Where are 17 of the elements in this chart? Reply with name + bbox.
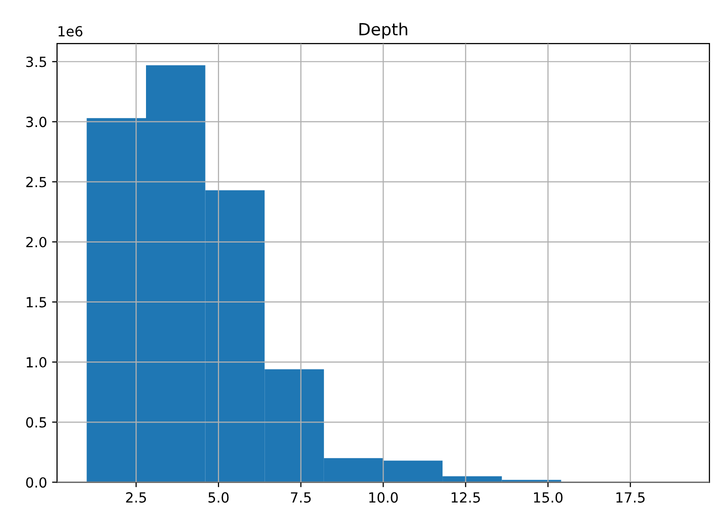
y-tick-label: 1.0 [26, 357, 46, 368]
y-tick-label: 3.0 [26, 116, 46, 128]
x-tick-label: 2.5 [126, 492, 146, 503]
x-tick-label: 17.5 [616, 492, 645, 503]
x-tick-label: 15.0 [534, 492, 563, 503]
chart-title: Depth [359, 22, 408, 39]
y-tick-label: 0.5 [26, 417, 46, 428]
x-tick-label: 10.0 [369, 492, 398, 503]
y-tick-label: 2.0 [26, 236, 46, 248]
text: 1e6 [58, 26, 82, 37]
y-tick-label: 0.0 [26, 477, 46, 488]
x-tick-label: 5.0 [208, 492, 229, 503]
x-tick-label: 7.5 [290, 492, 311, 503]
y-tick-label: 2.5 [26, 176, 46, 188]
y-tick-label: 3.5 [26, 56, 46, 68]
x-tick-label: 12.5 [452, 492, 480, 503]
y-tick-label: 1.5 [26, 297, 46, 308]
